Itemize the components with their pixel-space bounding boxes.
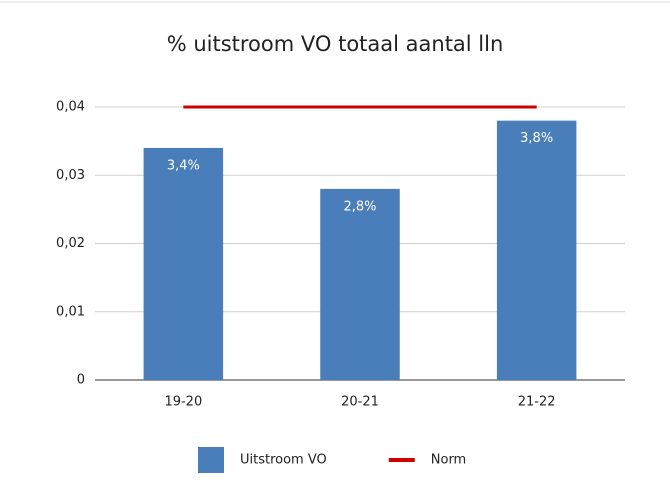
data-label: 2,8%	[343, 199, 376, 214]
legend-label: Uitstroom VO	[240, 453, 327, 468]
x-tick-label: 21-22	[518, 395, 556, 410]
y-tick-label: 0,01	[56, 304, 85, 319]
legend-swatch	[198, 447, 224, 473]
y-tick-label: 0,02	[56, 236, 85, 251]
bar	[143, 147, 224, 380]
y-tick-label: 0	[77, 373, 85, 388]
x-tick-label: 19-20	[164, 395, 202, 410]
data-label: 3,8%	[520, 131, 553, 146]
y-tick-label: 0,04	[56, 100, 85, 115]
data-label: 3,4%	[167, 158, 200, 173]
legend-label: Norm	[431, 453, 466, 468]
chart-title: % uitstroom VO totaal aantal lln	[167, 32, 504, 56]
x-tick-label: 20-21	[341, 395, 379, 410]
y-tick-label: 0,03	[56, 168, 85, 183]
bar	[320, 188, 400, 380]
bar	[496, 120, 577, 381]
